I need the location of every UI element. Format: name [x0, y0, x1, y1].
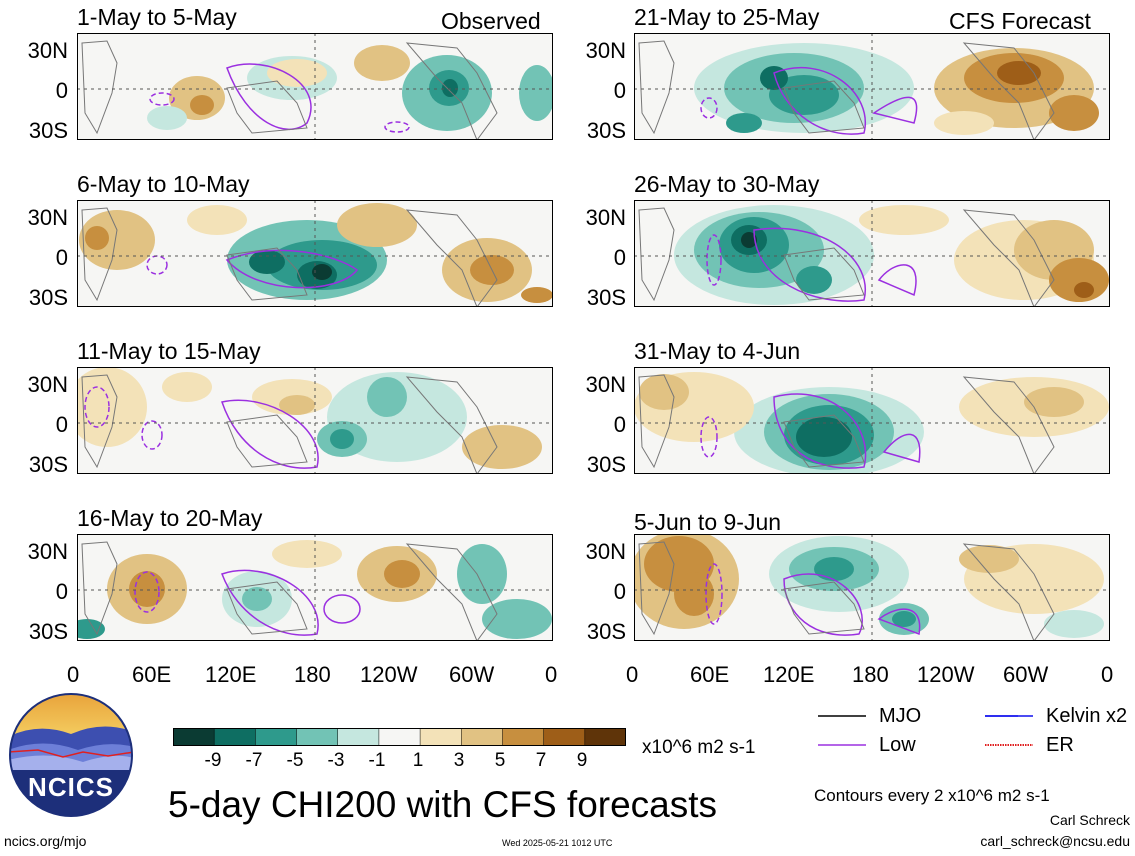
panel-title-1: 1-May to 5-May — [77, 4, 237, 30]
y-tick-label: 0 — [55, 245, 68, 270]
colorbar-tick: 9 — [576, 750, 588, 771]
x-tick-label: 0 — [545, 662, 558, 687]
y-tick-label: 0 — [55, 412, 68, 437]
colorbar-tick: 1 — [412, 750, 424, 771]
panel-title-5: 21-May to 25-May — [634, 4, 820, 30]
colorbar-swatch — [419, 728, 463, 746]
footer-email[interactable]: carl_schreck@ncsu.edu — [980, 833, 1130, 849]
colorbar-swatch — [461, 728, 504, 746]
map-panel-8 — [634, 534, 1110, 641]
map-panel-7 — [634, 367, 1110, 474]
main-title: 5-day CHI200 with CFS forecasts — [168, 784, 718, 825]
panel-title-3: 11-May to 15-May — [77, 338, 261, 364]
y-tick-label: 30S — [28, 619, 68, 644]
x-tick-label: 60E — [690, 662, 730, 687]
y-tick-label: 30S — [28, 118, 68, 143]
colorbar-tick: -9 — [204, 750, 222, 771]
colorbar-tick: -1 — [368, 750, 386, 771]
x-tick-label: 120W — [917, 662, 975, 687]
colorbar-tick: 3 — [453, 750, 465, 771]
forecast-label: CFS Forecast — [949, 8, 1091, 34]
colorbar-units: x10^6 m2 s-1 — [642, 737, 756, 758]
colorbar-swatch — [173, 728, 215, 746]
y-tick-label: 30N — [27, 205, 68, 230]
observed-label: Observed — [441, 8, 541, 34]
panel-title-6: 26-May to 30-May — [634, 171, 820, 197]
map-panel-5 — [634, 33, 1110, 140]
y-tick-label: 30S — [586, 452, 626, 477]
x-tick-label: 60W — [1003, 662, 1049, 687]
y-tick-label: 30N — [585, 205, 626, 230]
colorbar-swatch — [255, 728, 298, 746]
contours-note: Contours every 2 x10^6 m2 s-1 — [814, 786, 1050, 805]
y-tick-label: 0 — [55, 78, 68, 103]
panel-title-2: 6-May to 10-May — [77, 171, 250, 197]
footer-timestamp: Wed 2025-05-21 1012 UTC — [502, 838, 613, 848]
legend-kelvin-label: Kelvin x2 — [1046, 705, 1128, 727]
y-tick-label: 30N — [27, 539, 68, 564]
map-panel-6 — [634, 200, 1110, 307]
x-tick-label: 0 — [1101, 662, 1114, 687]
colorbar-swatch — [378, 728, 421, 746]
panel-title-7: 31-May to 4-Jun — [634, 338, 801, 364]
y-tick-label: 30S — [28, 285, 68, 310]
y-tick-label: 30N — [585, 38, 626, 63]
y-tick-label: 30S — [28, 452, 68, 477]
colorbar-tick: 5 — [494, 750, 506, 771]
panel-title-4: 16-May to 20-May — [77, 505, 263, 531]
map-panel-4 — [77, 534, 553, 641]
colorbar-tick: 7 — [535, 750, 547, 771]
y-tick-label: 30N — [585, 372, 626, 397]
colorbar-tick: -5 — [286, 750, 304, 771]
footer-url[interactable]: ncics.org/mjo — [4, 833, 87, 849]
colorbar-swatch — [213, 728, 257, 746]
map-panel-3 — [77, 367, 553, 474]
y-tick-label: 30N — [585, 539, 626, 564]
colorbar-swatch — [337, 728, 380, 746]
colorbar-tick: -7 — [245, 750, 263, 771]
x-tick-label: 120E — [763, 662, 815, 687]
x-tick-label: 0 — [67, 662, 80, 687]
x-tick-label: 120E — [205, 662, 257, 687]
legend-line-samples-right — [985, 715, 1033, 746]
x-tick-label: 60E — [132, 662, 172, 687]
colorbar-swatch — [296, 728, 339, 746]
y-tick-label: 0 — [613, 245, 626, 270]
y-tick-label: 0 — [613, 579, 626, 604]
colorbar-swatches — [173, 728, 626, 746]
y-tick-label: 0 — [55, 579, 68, 604]
panel-title-8: 5-Jun to 9-Jun — [634, 509, 782, 535]
y-tick-label: 30S — [586, 285, 626, 310]
x-tick-label: 120W — [360, 662, 418, 687]
y-tick-label: 0 — [613, 78, 626, 103]
colorbar-swatch — [543, 728, 586, 746]
y-tick-label: 30N — [27, 372, 68, 397]
legend-low-label: Low — [879, 734, 916, 756]
legend-er-label: ER — [1046, 734, 1074, 756]
y-tick-label: 30S — [586, 619, 626, 644]
footer-author: Carl Schreck — [1049, 812, 1130, 828]
y-tick-label: 0 — [613, 412, 626, 437]
x-tick-label: 60W — [449, 662, 495, 687]
ncics-logo[interactable]: NCICS — [8, 692, 134, 818]
logo-graphic — [9, 693, 133, 817]
colorbar-swatch — [584, 728, 626, 746]
x-tick-label: 180 — [852, 662, 889, 687]
map-panel-2 — [77, 200, 553, 307]
colorbar-tick: -3 — [327, 750, 345, 771]
y-tick-label: 30N — [27, 38, 68, 63]
logo-text: NCICS — [28, 772, 114, 802]
legend-mjo-label: MJO — [879, 705, 922, 727]
x-tick-label: 180 — [294, 662, 331, 687]
map-panel-1 — [77, 33, 553, 140]
x-tick-label: 0 — [626, 662, 639, 687]
colorbar-swatch — [502, 728, 545, 746]
y-tick-label: 30S — [586, 118, 626, 143]
